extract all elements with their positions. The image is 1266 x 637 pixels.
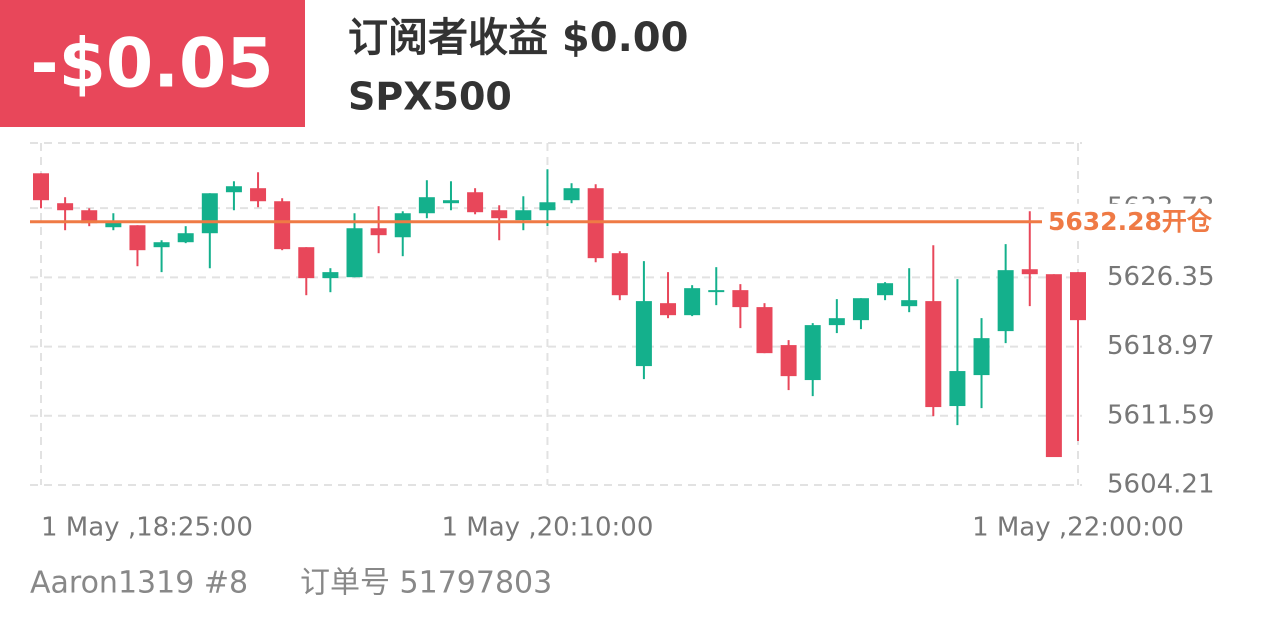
y-tick-label: 5604.21 <box>1107 470 1215 500</box>
candle-body <box>418 197 435 214</box>
candle-body <box>57 203 74 211</box>
candle-body <box>635 301 652 367</box>
candle-body <box>949 371 966 407</box>
candle-body <box>1045 274 1062 458</box>
candle-body <box>756 307 773 354</box>
candle-body <box>394 213 411 238</box>
candle-body <box>539 202 556 211</box>
candle-body <box>1070 272 1086 321</box>
candle-body <box>732 290 749 308</box>
candle-body <box>129 225 146 251</box>
x-tick-label: 1 May ,18:25:00 <box>41 513 253 543</box>
candle-body <box>33 173 49 201</box>
candle-body <box>442 200 459 204</box>
symbol: SPX500 <box>348 75 512 119</box>
candle-body <box>225 186 242 193</box>
candle-body <box>515 210 532 221</box>
candle-body <box>804 325 821 381</box>
account: Aaron1319 #8 <box>30 566 248 601</box>
candle-body <box>828 318 845 326</box>
candle-body <box>177 233 194 243</box>
candle-body <box>877 283 894 296</box>
candle-body <box>322 272 339 279</box>
candle-body <box>997 270 1014 332</box>
candle-body <box>780 345 797 377</box>
candle-body <box>467 192 484 213</box>
open-price-label: 5632.28开仓 <box>1048 207 1213 236</box>
y-tick-label: 5618.97 <box>1107 331 1215 361</box>
candle-body <box>201 193 218 234</box>
candle-body <box>708 290 725 293</box>
candle-body <box>684 288 701 316</box>
candle-body <box>298 247 315 279</box>
candle-body <box>105 222 122 228</box>
candle-body <box>346 228 363 278</box>
candle-body <box>81 210 98 224</box>
subscriber-income: 订阅者收益 $0.00 <box>348 15 688 61</box>
candle-body <box>973 338 990 376</box>
candle-body <box>1021 269 1038 275</box>
order-number: 订单号 51797803 <box>300 566 552 601</box>
candle-body <box>491 210 508 219</box>
candle-body <box>250 188 267 202</box>
candle-body <box>660 303 677 316</box>
candle-body <box>370 228 387 236</box>
pnl: -$0.05 <box>30 25 273 104</box>
candle-body <box>925 301 942 408</box>
pnl-badge <box>0 0 305 127</box>
y-tick-label: 5611.59 <box>1107 400 1215 430</box>
candle-body <box>274 201 291 250</box>
open-price-label-bg <box>1044 203 1224 240</box>
candle-body <box>563 188 580 201</box>
candle-body <box>901 300 918 307</box>
candle-body <box>611 253 628 296</box>
x-tick-label: 1 May ,20:10:00 <box>442 513 654 543</box>
candle-body <box>852 298 869 321</box>
candle-body <box>153 242 170 248</box>
y-tick-label: 5626.35 <box>1107 262 1215 292</box>
x-tick-label: 1 May ,22:00:00 <box>972 513 1184 543</box>
